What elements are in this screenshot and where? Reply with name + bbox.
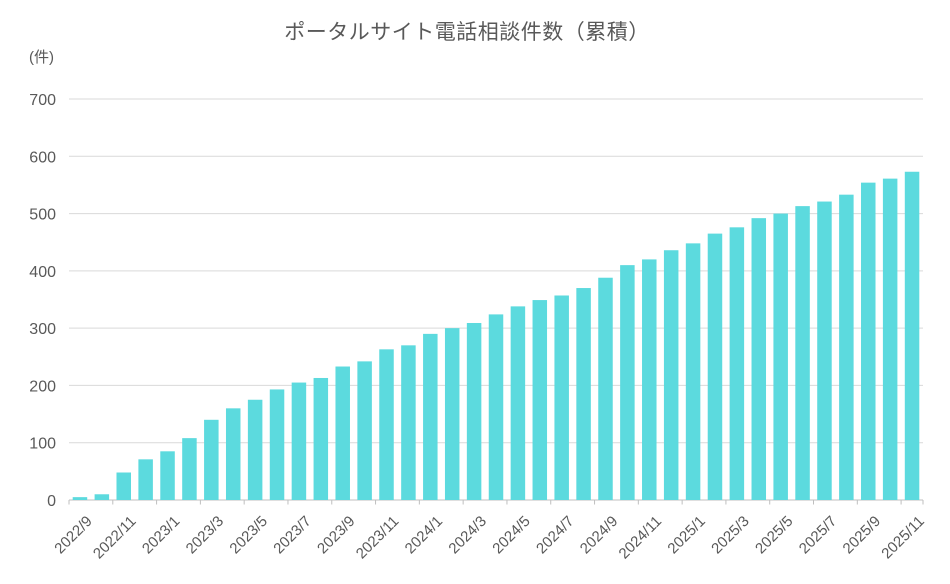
- y-tick-label: 200: [29, 378, 56, 395]
- y-tick-label: 300: [29, 321, 56, 338]
- y-tick-label: 600: [29, 149, 56, 166]
- x-tick-label: 2023/7: [270, 513, 314, 557]
- bar: [576, 288, 591, 500]
- bar: [620, 265, 635, 500]
- bar: [861, 182, 876, 500]
- bar: [313, 377, 329, 500]
- x-tick-label: 2022/11: [90, 513, 140, 563]
- bar: [751, 218, 767, 500]
- bar: [247, 399, 263, 500]
- y-axis-unit-label: (件): [29, 49, 54, 66]
- bar: [138, 459, 153, 500]
- x-tick-label: 2023/1: [139, 513, 183, 557]
- bar: [685, 243, 701, 501]
- x-tick-label: 2025/7: [796, 513, 840, 557]
- bar: [357, 361, 372, 500]
- bar: [269, 389, 285, 500]
- bar: [466, 322, 482, 500]
- bar: [532, 300, 548, 500]
- bar: [423, 333, 438, 500]
- chart-title: ポータルサイト電話相談件数（累積）: [284, 21, 650, 44]
- bar: [707, 233, 723, 500]
- bar: [182, 438, 197, 500]
- x-tick-label: 2025/5: [752, 513, 796, 557]
- bar: [773, 213, 788, 500]
- bar: [488, 314, 504, 500]
- x-tick-label: 2024/11: [616, 513, 666, 563]
- x-tick-label: 2024/5: [489, 513, 533, 557]
- x-tick-label: 2024/7: [533, 513, 577, 557]
- bar: [554, 295, 569, 500]
- x-tick-label: 2023/11: [353, 513, 403, 563]
- bar: [839, 194, 854, 501]
- x-tick-label: 2023/3: [183, 513, 227, 557]
- bar: [729, 227, 745, 500]
- bar: [204, 419, 219, 500]
- bar: [401, 345, 416, 500]
- bar: [882, 178, 898, 500]
- y-tick-label: 500: [29, 207, 56, 224]
- x-tick-label: 2025/1: [664, 513, 708, 557]
- y-tick-label: 400: [29, 264, 56, 281]
- y-tick-label: 100: [29, 436, 56, 453]
- bar: [72, 497, 88, 500]
- y-tick-label: 0: [47, 493, 56, 510]
- bar: [598, 277, 613, 500]
- y-tick-label: 700: [29, 92, 56, 109]
- bar: [510, 306, 526, 500]
- x-tick-label: 2024/3: [445, 513, 489, 557]
- bar: [94, 494, 110, 500]
- bar: [642, 259, 657, 500]
- bar: [116, 472, 131, 500]
- bar: [904, 171, 920, 500]
- x-tick-label: 2025/11: [878, 513, 928, 563]
- bar: [795, 206, 810, 500]
- bar: [663, 250, 679, 500]
- bar: [379, 349, 394, 500]
- bar: [335, 366, 350, 500]
- x-tick-label: 2025/3: [708, 513, 752, 557]
- bar: [817, 201, 832, 501]
- bar: [291, 382, 307, 500]
- x-tick-label: 2024/1: [402, 513, 446, 557]
- bar: [444, 328, 460, 500]
- bar: [225, 408, 241, 500]
- bar: [160, 451, 175, 500]
- x-tick-label: 2023/5: [226, 513, 270, 557]
